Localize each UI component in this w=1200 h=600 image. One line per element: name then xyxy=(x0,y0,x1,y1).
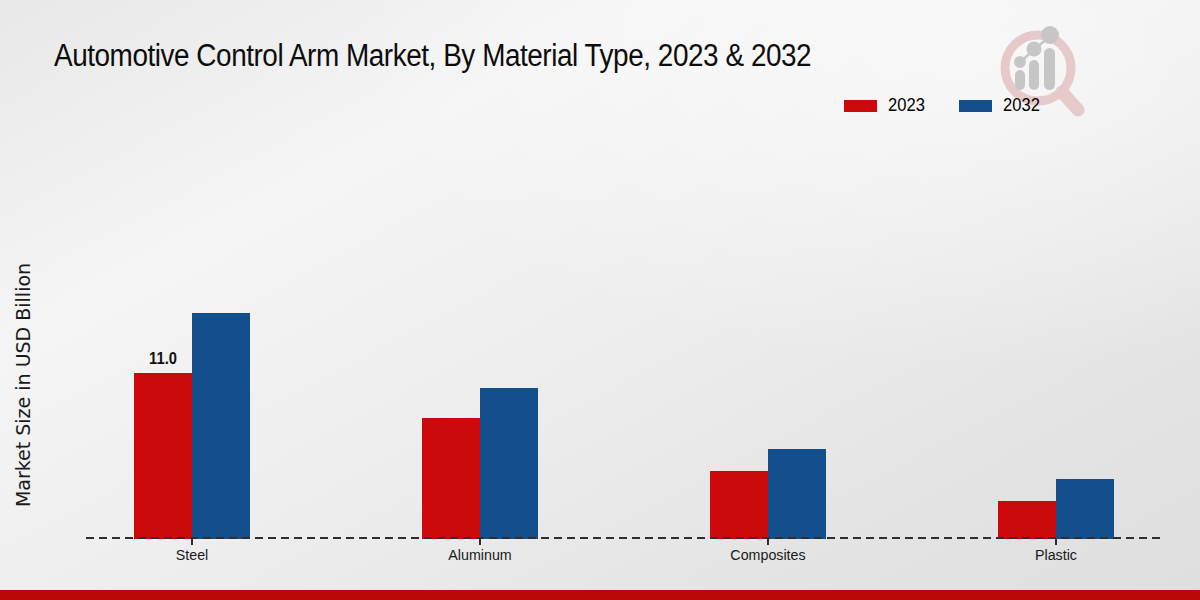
bar-value-label: 11.0 xyxy=(126,350,200,368)
x-axis-category-label: Aluminum xyxy=(416,546,545,564)
bar-2023-steel xyxy=(134,373,192,539)
x-axis-dashed-line xyxy=(86,537,1163,539)
plot-area: Steel Aluminum Composites Plastic 11.0 xyxy=(0,0,1200,600)
bar-2032-composites xyxy=(768,449,826,539)
chart-canvas: Automotive Control Arm Market, By Materi… xyxy=(0,0,1200,600)
footer-accent-bar xyxy=(0,590,1200,600)
bar-2032-steel xyxy=(192,313,250,539)
bar-2023-plastic xyxy=(998,501,1056,539)
x-axis-tick xyxy=(191,539,193,545)
x-axis-tick xyxy=(767,539,769,545)
x-axis-tick xyxy=(1055,539,1057,545)
bar-2032-plastic xyxy=(1056,479,1114,539)
bar-2023-aluminum xyxy=(422,418,480,539)
bar-2032-aluminum xyxy=(480,388,538,539)
x-axis-category-label: Composites xyxy=(704,546,833,564)
x-axis-category-label: Plastic xyxy=(992,546,1121,564)
x-axis-tick xyxy=(479,539,481,545)
bar-2023-composites xyxy=(710,471,768,539)
x-axis-category-label: Steel xyxy=(128,546,257,564)
